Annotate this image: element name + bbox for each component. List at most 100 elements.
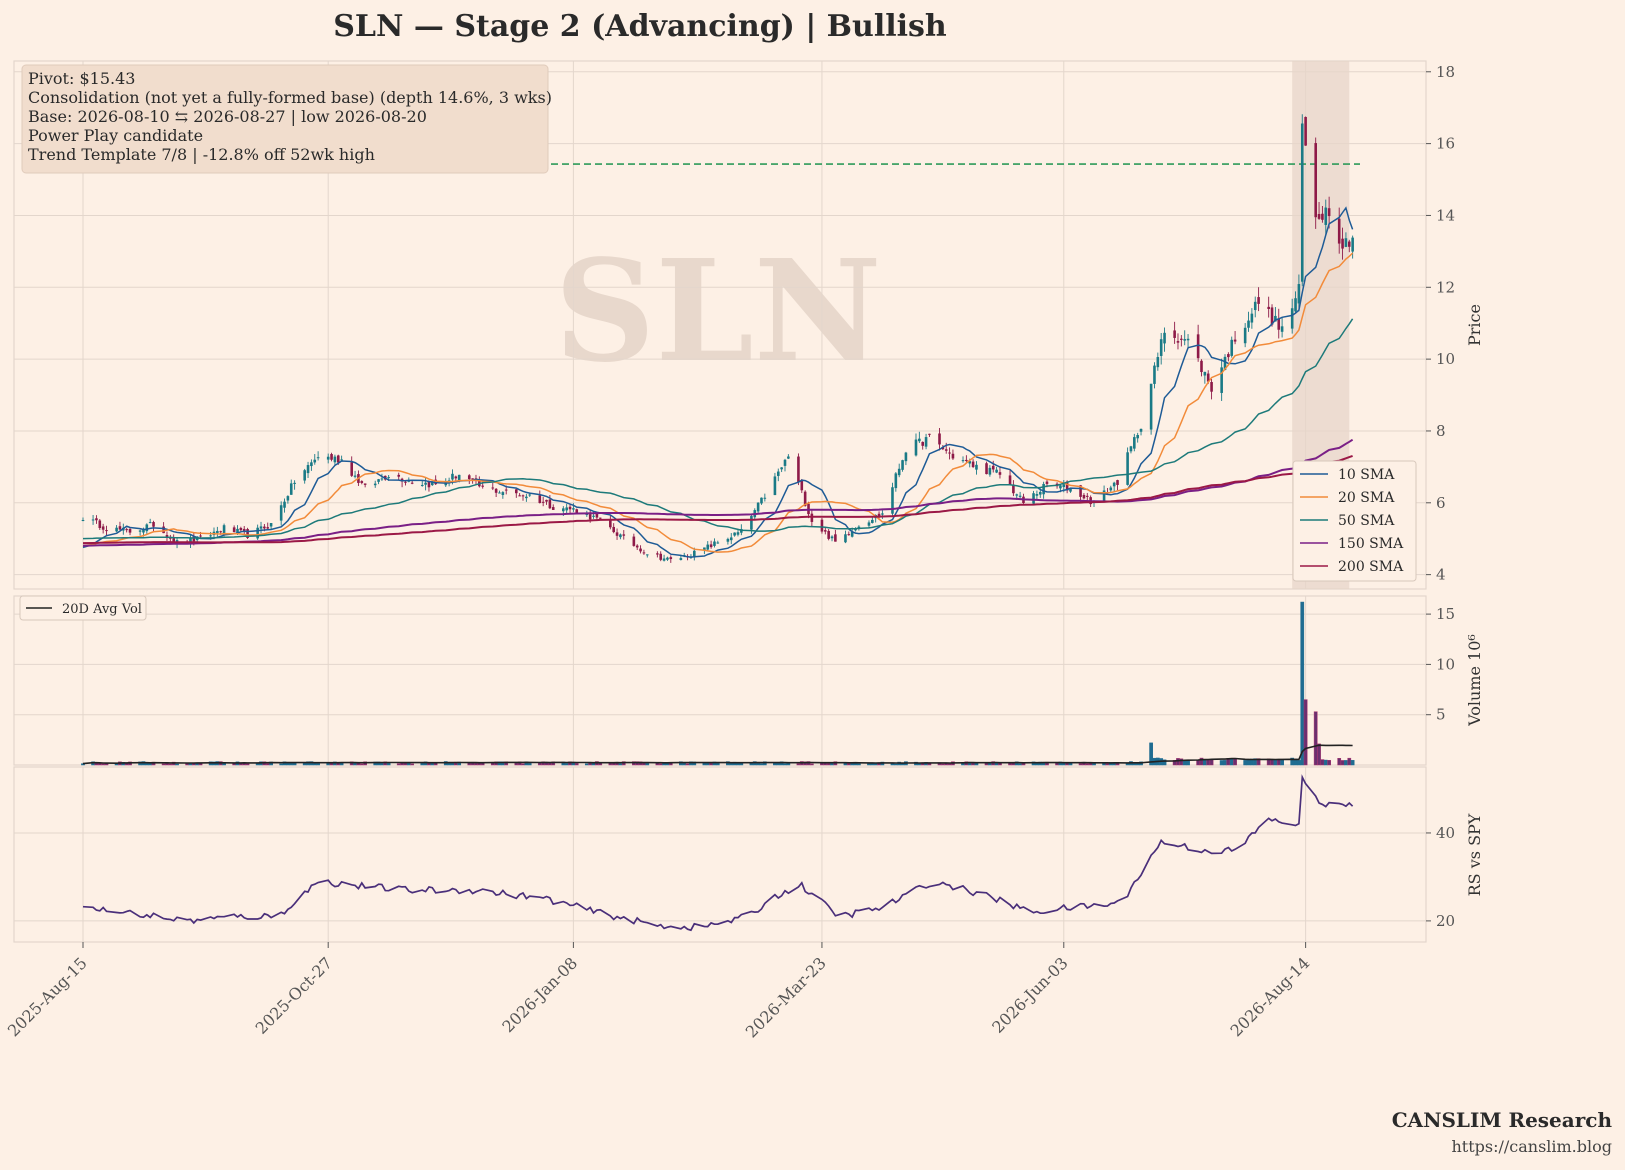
candle-up — [1035, 490, 1039, 501]
candle-up — [525, 493, 528, 502]
candle-up — [316, 451, 320, 461]
candle-down — [242, 526, 246, 535]
candle-up — [1186, 334, 1190, 348]
rs-axis-label: RS vs SPY — [1465, 813, 1484, 896]
candle-down — [350, 456, 354, 477]
volume-axis-label: Volume 10⁶ — [1465, 634, 1484, 727]
price-legend-box — [1292, 460, 1417, 582]
candle-body — [538, 495, 542, 504]
candle-body — [501, 492, 505, 496]
price-tick-label: 6 — [1436, 494, 1446, 512]
volume-bar — [984, 763, 989, 766]
candle-body — [514, 489, 518, 494]
candle-body — [1290, 308, 1294, 329]
info-base: Base: 2026-08-10 ⇆ 2026-08-27 | low 2026… — [28, 107, 427, 126]
candle-body — [377, 479, 380, 482]
volume-bar — [1327, 760, 1331, 766]
sma200-line — [82, 454, 1353, 545]
candle-down — [551, 504, 555, 511]
candle-body — [1324, 207, 1328, 225]
candle-body — [824, 530, 827, 532]
avg-volume-line — [82, 744, 1353, 765]
candle-body — [669, 557, 673, 560]
candle-body — [410, 482, 414, 484]
candle-down — [1257, 287, 1260, 312]
candle-body — [172, 538, 175, 542]
candle-up — [148, 518, 152, 524]
price-tick-label: 10 — [1436, 350, 1455, 368]
candle-body — [803, 491, 807, 507]
candle-up — [733, 532, 736, 537]
candle-down — [397, 472, 401, 480]
volume-bar — [1132, 763, 1137, 766]
candle-body — [568, 506, 572, 510]
volume-bar — [427, 763, 431, 766]
candle-body — [236, 528, 239, 534]
candle-body — [373, 483, 377, 486]
candle-down — [404, 480, 407, 486]
candle-body — [293, 482, 296, 484]
candle-up — [844, 530, 847, 544]
sma50-line — [82, 318, 1354, 540]
price-tick-label: 4 — [1436, 566, 1446, 584]
candle-body — [1227, 354, 1230, 358]
candle-body — [622, 534, 626, 536]
candle-body — [1243, 327, 1247, 344]
candle-body — [1233, 339, 1237, 342]
candle-body — [726, 538, 730, 542]
candle-body — [1270, 307, 1274, 325]
candle-body — [562, 508, 565, 512]
candle-body — [756, 502, 760, 512]
candle-up — [975, 461, 978, 475]
candle-body — [521, 495, 525, 497]
candle-up — [736, 529, 740, 537]
candle-body — [101, 526, 105, 530]
candle-body — [1347, 241, 1351, 247]
candle-body — [662, 558, 666, 561]
candle-body — [115, 527, 118, 532]
volume-bar — [1347, 757, 1352, 766]
candle-body — [1129, 446, 1133, 452]
candle-body — [1133, 437, 1136, 449]
candle-body — [1274, 315, 1277, 322]
candle-body — [451, 473, 454, 480]
candle-up — [313, 454, 317, 465]
candle-body — [1247, 320, 1250, 328]
volume-bar — [514, 762, 519, 766]
candle-body — [1015, 494, 1019, 496]
candle-body — [776, 471, 780, 476]
candle-down — [847, 531, 851, 536]
candle-down — [330, 452, 333, 462]
candle-down — [568, 503, 572, 514]
candle-up — [306, 461, 310, 478]
candle-up — [1297, 274, 1301, 312]
volume-bar — [1196, 759, 1200, 766]
candle-down — [595, 513, 599, 520]
price-tick-label: 8 — [1436, 422, 1446, 440]
candle-down — [971, 459, 975, 469]
candle-body — [289, 483, 293, 495]
candle-down — [118, 521, 122, 531]
candle-body — [1314, 143, 1317, 218]
candle-body — [1008, 475, 1012, 486]
price-panel: SLN 4 6 8 10 12 14 16 18 — [13, 60, 1455, 590]
candle-body — [1294, 298, 1297, 312]
candle-down — [820, 517, 824, 534]
legend-sma150: 150 SMA — [1338, 536, 1404, 552]
candle-body — [706, 544, 710, 550]
candle-body — [632, 536, 636, 546]
candle-down — [360, 480, 364, 485]
volume-bar — [1203, 760, 1207, 766]
candle-up — [894, 472, 898, 492]
candle-body — [380, 478, 384, 480]
candle-up — [713, 538, 716, 548]
candle-up — [1344, 232, 1348, 248]
candle-body — [948, 452, 951, 454]
candle-body — [1035, 494, 1039, 496]
volume-bar — [1313, 711, 1318, 766]
candle-body — [901, 460, 904, 470]
candle-up — [377, 478, 380, 485]
candle-up — [1290, 298, 1294, 334]
candle-up — [1324, 199, 1328, 235]
